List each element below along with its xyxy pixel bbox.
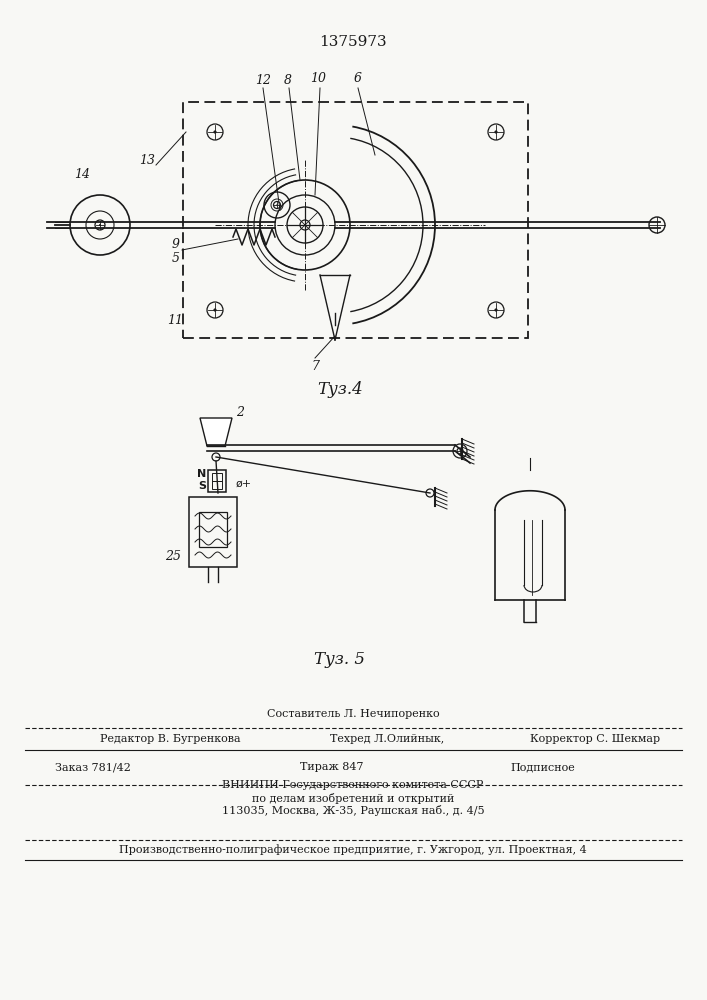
- Text: 5: 5: [172, 251, 180, 264]
- Circle shape: [276, 204, 278, 206]
- Text: 13: 13: [139, 153, 155, 166]
- Text: Τуз.4: Τуз.4: [317, 381, 363, 398]
- Text: 14: 14: [74, 168, 90, 182]
- Bar: [208, 470, 226, 492]
- Circle shape: [214, 308, 216, 312]
- Text: ВНИИПИ Государственного комитета СССР: ВНИИПИ Государственного комитета СССР: [222, 780, 484, 790]
- Text: 2: 2: [236, 406, 244, 420]
- Text: Техред Л.Олийнык,: Техред Л.Олийнык,: [330, 734, 444, 744]
- Polygon shape: [200, 418, 232, 446]
- Bar: [189, 497, 237, 567]
- Circle shape: [304, 224, 306, 226]
- Text: 25: 25: [165, 550, 181, 564]
- Circle shape: [214, 130, 216, 134]
- Text: 1375973: 1375973: [319, 35, 387, 49]
- Text: 10: 10: [310, 72, 326, 85]
- Text: Тираж 847: Тираж 847: [300, 762, 363, 772]
- Text: 11: 11: [167, 314, 183, 326]
- Text: Корректор С. Шекмар: Корректор С. Шекмар: [530, 734, 660, 744]
- Text: Производственно-полиграфическое предприятие, г. Ужгород, ул. Проектная, 4: Производственно-полиграфическое предприя…: [119, 845, 587, 855]
- Text: ø+: ø+: [236, 479, 252, 489]
- Text: 9: 9: [172, 238, 180, 251]
- Text: Составитель Л. Нечипоренко: Составитель Л. Нечипоренко: [267, 709, 439, 719]
- Circle shape: [494, 308, 498, 312]
- Text: S: S: [198, 481, 206, 491]
- Bar: [212, 481, 222, 489]
- Text: 12: 12: [255, 74, 271, 87]
- Text: Подписное: Подписное: [510, 762, 575, 772]
- Text: 7: 7: [311, 360, 319, 372]
- Text: по делам изобретений и открытий: по делам изобретений и открытий: [252, 792, 454, 804]
- Circle shape: [99, 224, 101, 226]
- Text: Редактор В. Бугренкова: Редактор В. Бугренкова: [100, 734, 240, 744]
- Bar: [212, 473, 222, 481]
- Bar: [183, 102, 528, 338]
- Text: 113035, Москва, Ж-35, Раушская наб., д. 4/5: 113035, Москва, Ж-35, Раушская наб., д. …: [222, 806, 484, 816]
- Text: 8: 8: [284, 74, 292, 87]
- Text: 6: 6: [354, 72, 362, 85]
- Text: Заказ 781/42: Заказ 781/42: [55, 762, 131, 772]
- Bar: [199, 512, 227, 547]
- Text: Τуз. 5: Τуз. 5: [315, 652, 366, 668]
- Text: N: N: [197, 469, 206, 479]
- Circle shape: [494, 130, 498, 134]
